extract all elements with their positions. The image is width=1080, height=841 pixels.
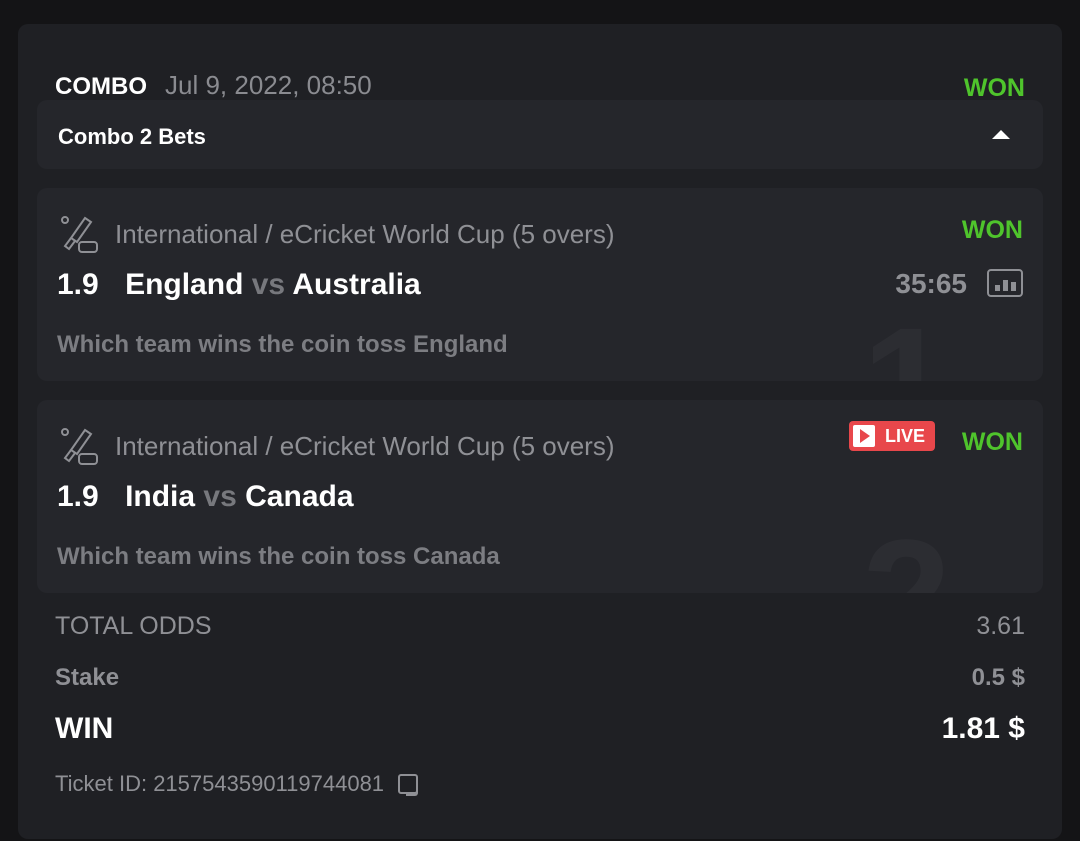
bet-card: COMBO Jul 9, 2022, 08:50 WON Combo 2 Bet… xyxy=(18,24,1062,839)
stake-value: 0.5 $ xyxy=(971,664,1025,691)
win-value: 1.81 $ xyxy=(941,712,1025,745)
home-team: England xyxy=(125,268,244,301)
total-odds-row: TOTAL ODDS 3.61 xyxy=(55,612,1025,641)
play-icon xyxy=(852,425,875,447)
ticket-id: Ticket ID: 2157543590119744081 xyxy=(55,771,419,797)
match-teams: 1.9 England vs Australia xyxy=(57,268,421,302)
win-row: WIN 1.81 $ xyxy=(55,712,1025,746)
ticket-id-label: Ticket ID: 2157543590119744081 xyxy=(55,771,385,796)
bet-header: COMBO Jul 9, 2022, 08:50 xyxy=(55,70,372,101)
vs-label: vs xyxy=(251,268,286,301)
bet-item: 2 International / eCricket World Cup (5 … xyxy=(37,400,1043,593)
away-team: Australia xyxy=(292,268,421,301)
combo-label: Combo 2 Bets xyxy=(58,124,206,149)
bet-number: 2 xyxy=(862,516,951,594)
copy-icon[interactable] xyxy=(398,774,419,796)
bet-odds: 1.9 xyxy=(57,268,99,301)
away-team: Canada xyxy=(245,480,354,513)
live-badge: LIVE xyxy=(848,421,935,451)
vs-label: vs xyxy=(203,480,237,513)
stake-label: Stake xyxy=(55,664,120,691)
total-odds-value: 3.61 xyxy=(976,612,1025,640)
win-label: WIN xyxy=(55,712,114,745)
cricket-controller-icon xyxy=(61,428,98,465)
stats-icon[interactable] xyxy=(987,269,1023,297)
caret-up-icon[interactable] xyxy=(992,130,1010,139)
home-team: India xyxy=(125,480,196,513)
bet-status: WON xyxy=(961,216,1023,244)
stake-row: Stake 0.5 $ xyxy=(55,664,1025,692)
bet-status: WON xyxy=(963,74,1025,102)
bet-selection: Which team wins the coin toss Canada xyxy=(57,543,500,570)
match-teams: 1.9 India vs Canada xyxy=(57,480,354,514)
live-label: LIVE xyxy=(884,425,925,446)
league-name: International / eCricket World Cup (5 ov… xyxy=(115,218,615,249)
bet-number: 1 xyxy=(862,304,951,382)
bet-selection: Which team wins the coin toss England xyxy=(57,331,508,358)
cricket-controller-icon xyxy=(61,216,98,253)
bet-odds: 1.9 xyxy=(57,480,99,513)
league-name: International / eCricket World Cup (5 ov… xyxy=(115,430,615,461)
bet-item: 1 International / eCricket World Cup (5 … xyxy=(37,188,1043,381)
combo-toggle[interactable]: Combo 2 Bets xyxy=(37,100,1043,169)
bet-type: COMBO xyxy=(55,73,147,100)
match-score: 35:65 xyxy=(895,268,967,299)
bet-status: WON xyxy=(961,428,1023,456)
total-odds-label: TOTAL ODDS xyxy=(55,612,212,640)
bet-date: Jul 9, 2022, 08:50 xyxy=(165,70,372,100)
